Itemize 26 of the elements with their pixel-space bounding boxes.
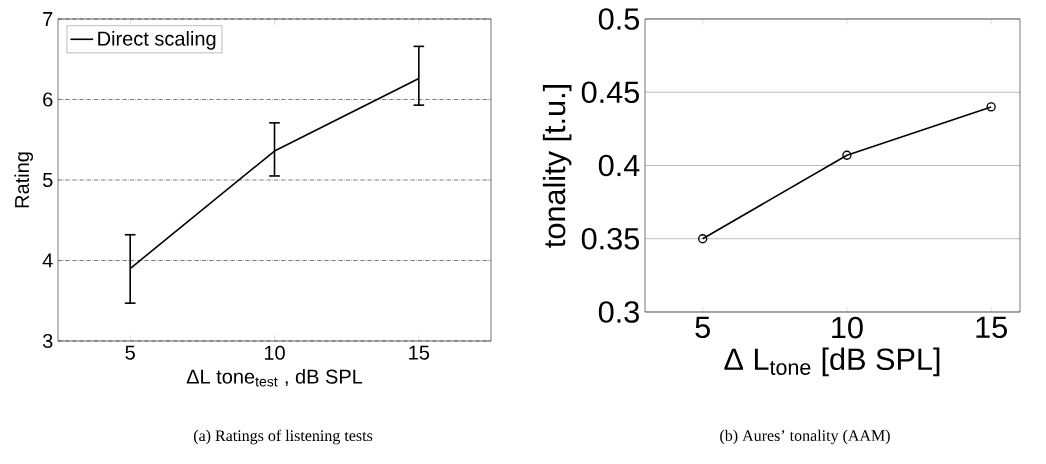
y-tick-label: 4 [42,253,53,268]
y-tick-label: 0.5 [598,8,639,30]
x-tick-label: 15 [409,345,430,360]
y-tick-label: 0.45 [581,81,639,104]
y-tick-label: 0.4 [598,154,640,177]
point [842,150,852,160]
legend-label: Direct scaling [98,31,216,50]
text: (a) Ratings of listening tests [193,429,373,445]
y-tick-label: 7 [43,12,53,26]
x-tick-label: 5 [695,316,710,339]
y-axis-title: tonality [t.u.] [542,85,572,248]
x-axis-title: Δ L$_{tone}$ [dB SPL] [724,347,940,377]
y-tick-label: 6 [43,92,53,107]
x-tick-label: 10 [264,345,285,360]
x-axis-title: ΔL tone$_{test}$ , dB SPL [186,369,363,387]
y-tick-label: 0.35 [581,227,639,250]
point [698,234,708,244]
y-tick-label: 5 [42,173,53,187]
text: (b) Aures’ tonality (AAM) [720,429,890,445]
y-axis-title: Rating [14,152,34,208]
x-tick-label: 15 [976,316,1007,339]
y-tick-label: 3 [42,333,53,349]
point [986,102,996,112]
x-tick-label: 5 [125,345,135,360]
x-tick-label: 10 [832,316,863,339]
y-tick-label: 0.3 [598,301,639,323]
